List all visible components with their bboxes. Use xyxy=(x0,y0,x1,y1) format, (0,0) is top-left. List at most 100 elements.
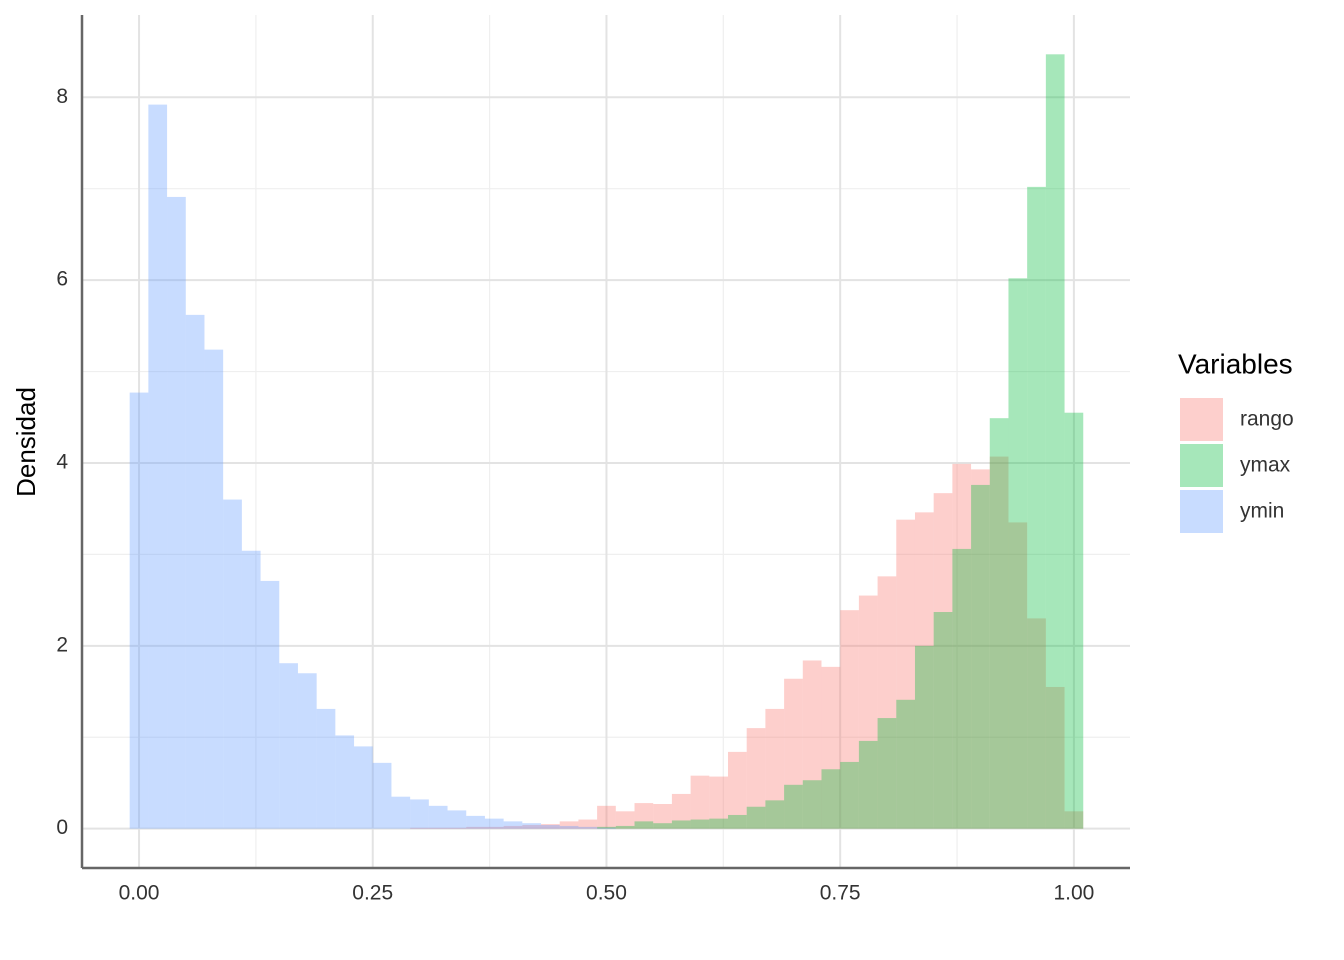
bar xyxy=(709,818,729,829)
bar xyxy=(821,769,841,829)
bar xyxy=(858,595,878,829)
bar xyxy=(709,776,729,829)
bar xyxy=(690,819,710,829)
bar xyxy=(877,576,897,829)
bar xyxy=(728,751,747,829)
bar xyxy=(746,806,766,829)
bar xyxy=(522,823,542,829)
bar xyxy=(466,815,485,829)
bar xyxy=(690,775,710,829)
bar xyxy=(615,825,635,829)
bar xyxy=(1045,54,1065,829)
bar xyxy=(1027,618,1046,829)
bar xyxy=(354,746,373,829)
bar xyxy=(952,463,972,829)
x-tick-label: 1.00 xyxy=(1053,882,1094,905)
bar xyxy=(1008,522,1028,829)
bar xyxy=(148,104,168,829)
legend-label: ymin xyxy=(1240,500,1284,523)
legend-label: rango xyxy=(1240,408,1294,431)
bar xyxy=(933,612,953,829)
bar xyxy=(597,826,616,829)
bar xyxy=(484,818,504,829)
x-tick-label: 0.00 xyxy=(119,882,160,905)
bar xyxy=(877,718,897,829)
bar xyxy=(204,349,224,829)
bar xyxy=(933,493,953,829)
bar xyxy=(1045,686,1065,829)
bar xyxy=(746,728,766,829)
bar xyxy=(541,824,560,829)
bar xyxy=(671,793,691,829)
bar xyxy=(615,811,635,829)
bar xyxy=(896,519,915,829)
x-tick-label: 0.25 xyxy=(352,882,393,905)
bar xyxy=(1008,278,1028,829)
bar xyxy=(316,708,336,829)
legend-swatch xyxy=(1180,490,1223,533)
bar xyxy=(372,762,392,829)
bar xyxy=(559,825,579,829)
bar xyxy=(447,827,467,829)
bar xyxy=(428,827,448,829)
bar xyxy=(410,799,429,829)
bar xyxy=(634,821,654,829)
y-tick-label: 6 xyxy=(56,268,68,291)
bar xyxy=(989,456,1009,829)
bar xyxy=(952,548,972,829)
bar xyxy=(522,825,542,829)
bar xyxy=(840,610,859,829)
bar xyxy=(765,708,785,829)
bar xyxy=(129,392,149,829)
bar xyxy=(765,800,785,829)
bar xyxy=(784,678,803,829)
legend-swatch xyxy=(1180,398,1223,441)
bar xyxy=(597,827,616,829)
legend-title: Variables xyxy=(1178,348,1293,379)
bar xyxy=(802,780,822,829)
bar xyxy=(840,761,859,829)
legend-label: ymax xyxy=(1240,454,1291,477)
y-tick-label: 8 xyxy=(56,85,68,108)
bar xyxy=(260,580,280,829)
bar xyxy=(728,814,747,829)
bar xyxy=(784,784,803,829)
bar xyxy=(503,825,523,829)
bar xyxy=(914,512,934,829)
bar xyxy=(447,810,467,829)
bar xyxy=(297,673,317,829)
legend-swatch xyxy=(1180,444,1223,487)
bar xyxy=(653,804,672,829)
bar xyxy=(971,469,990,829)
bar xyxy=(821,666,841,829)
bar xyxy=(671,820,691,829)
bar xyxy=(1027,186,1046,829)
bar xyxy=(335,735,355,829)
bar xyxy=(503,821,523,829)
bar xyxy=(971,484,990,829)
bar xyxy=(578,826,598,829)
x-tick-label: 0.50 xyxy=(586,882,627,905)
bar xyxy=(1064,412,1084,829)
bar xyxy=(279,663,298,829)
y-tick-label: 2 xyxy=(56,633,68,656)
bar xyxy=(391,796,411,829)
bar xyxy=(466,826,485,829)
bar xyxy=(802,660,822,829)
bar xyxy=(634,803,654,829)
bar xyxy=(914,645,934,829)
bar xyxy=(484,826,504,829)
bar xyxy=(989,418,1009,829)
y-axis-title: Densidad xyxy=(11,387,41,497)
bar xyxy=(428,805,448,829)
bar xyxy=(223,499,242,829)
bar xyxy=(410,827,429,829)
bar xyxy=(653,823,672,829)
bar xyxy=(241,550,261,829)
bar xyxy=(896,699,915,829)
y-tick-label: 0 xyxy=(56,816,68,839)
y-tick-label: 4 xyxy=(56,451,68,474)
bar xyxy=(559,821,579,829)
bar xyxy=(578,819,598,829)
